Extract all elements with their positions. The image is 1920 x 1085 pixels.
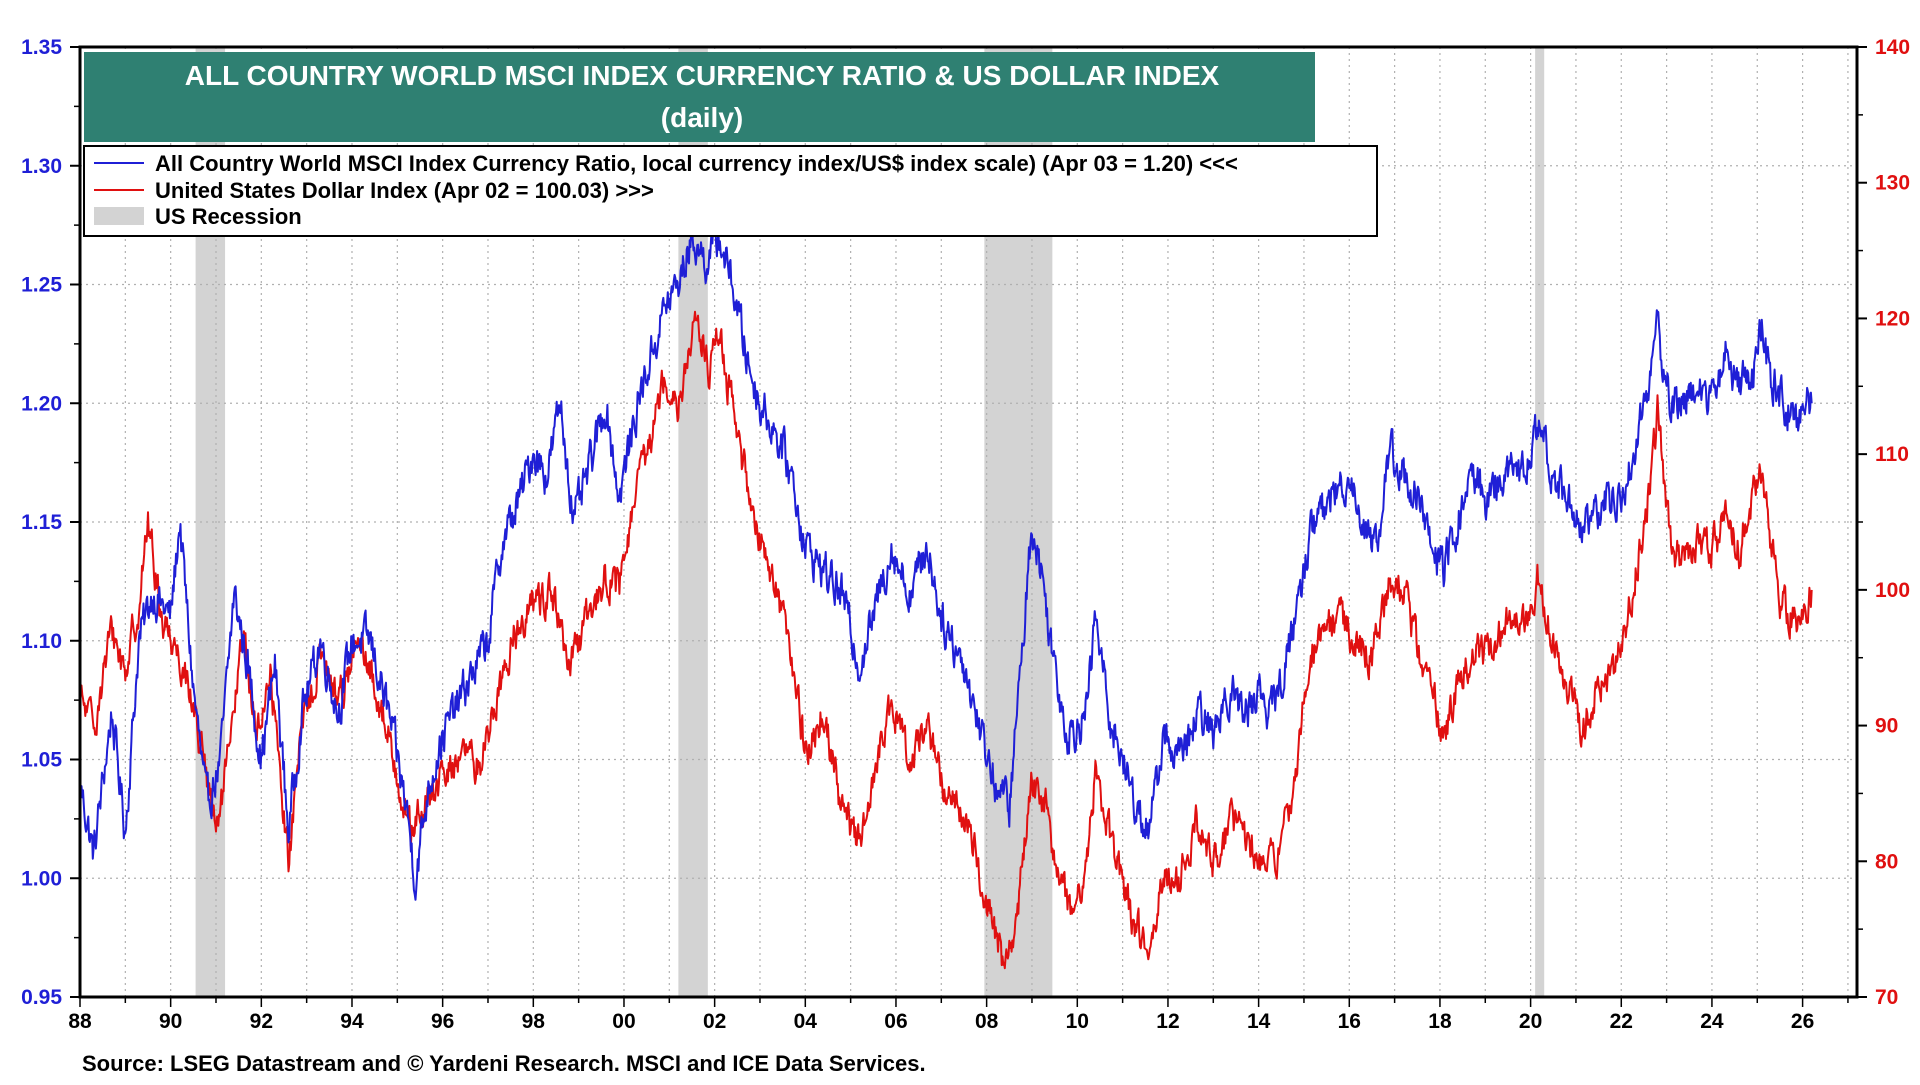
tick-x-12: 12 (1156, 1010, 1179, 1033)
tick-left-0: 0.95 (21, 986, 62, 1009)
tick-right-0: 70 (1875, 986, 1898, 1009)
tick-left-6: 1.25 (21, 274, 62, 297)
series-currency-ratio-line (79, 215, 1813, 901)
tick-right-5: 120 (1875, 307, 1910, 330)
tick-x-3: 94 (340, 1010, 364, 1033)
tick-right-4: 110 (1875, 443, 1909, 466)
tick-right-2: 90 (1875, 715, 1898, 738)
tick-x-18: 24 (1700, 1010, 1724, 1033)
tick-left-5: 1.20 (21, 392, 62, 415)
tick-x-7: 02 (703, 1010, 726, 1033)
chart-title: ALL COUNTRY WORLD MSCI INDEX CURRENCY RA… (185, 60, 1220, 91)
tick-left-1: 1.00 (21, 867, 62, 890)
tick-x-15: 18 (1428, 1010, 1452, 1033)
legend-label-recession: US Recession (155, 204, 302, 229)
tick-right-3: 100 (1875, 579, 1910, 602)
tick-x-10: 08 (975, 1010, 999, 1033)
legend-swatch-recession (94, 207, 144, 225)
legend-box (83, 145, 1378, 237)
tick-x-19: 26 (1791, 1010, 1814, 1033)
title-background (84, 52, 1315, 142)
series-dollar-index-line (79, 310, 1813, 970)
tick-x-13: 14 (1247, 1010, 1271, 1033)
tick-x-0: 88 (68, 1010, 92, 1033)
tick-x-5: 98 (522, 1010, 546, 1033)
tick-left-2: 1.05 (21, 749, 62, 772)
legend-label-dollar-index: United States Dollar Index (Apr 02 = 100… (155, 178, 654, 203)
axis-ticks: 0.95 1.00 1.05 1.10 1.15 1.20 1.25 1.30 1.35 70 80… (21, 36, 1910, 1033)
source-note: Source: LSEG Datastream and © Yardeni Re… (82, 1051, 926, 1076)
tick-x-11: 10 (1066, 1010, 1089, 1033)
tick-right-7: 140 (1875, 36, 1910, 59)
title-box: ALL COUNTRY WORLD MSCI INDEX CURRENCY RA… (84, 52, 1315, 142)
tick-left-7: 1.30 (21, 155, 62, 178)
tick-right-1: 80 (1875, 850, 1898, 873)
tick-x-1: 90 (159, 1010, 182, 1033)
tick-x-17: 22 (1610, 1010, 1633, 1033)
tick-left-3: 1.10 (21, 630, 62, 653)
series-lines (79, 215, 1813, 970)
tick-right-6: 130 (1875, 172, 1910, 195)
tick-x-16: 20 (1519, 1010, 1542, 1033)
legend-label-currency-ratio: All Country World MSCI Index Currency Ra… (155, 151, 1238, 176)
tick-x-4: 96 (431, 1010, 454, 1033)
tick-x-9: 06 (884, 1010, 907, 1033)
tick-left-4: 1.15 (21, 511, 62, 534)
tick-x-14: 16 (1338, 1010, 1361, 1033)
chart-subtitle: (daily) (661, 102, 743, 133)
tick-x-6: 00 (612, 1010, 635, 1033)
grid-lines (80, 46, 1857, 998)
tick-x-8: 04 (794, 1010, 818, 1033)
tick-x-2: 92 (250, 1010, 273, 1033)
tick-left-8: 1.35 (21, 36, 62, 59)
legend: All Country World MSCI Index Currency Ra… (83, 145, 1378, 237)
